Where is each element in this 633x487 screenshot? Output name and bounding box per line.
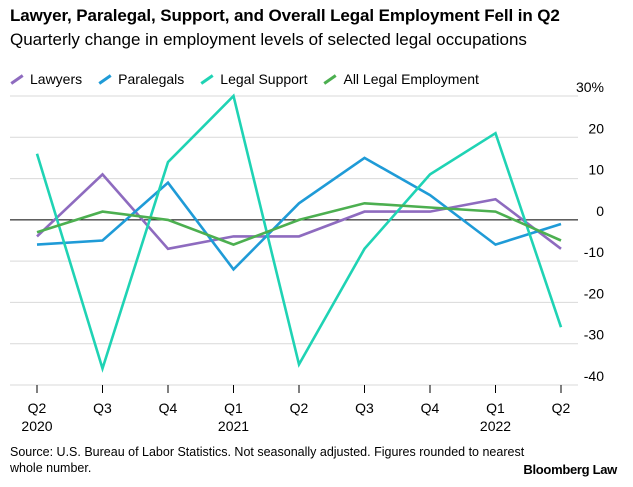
series-line-all-legal-employment <box>36 201 562 246</box>
legend-label-paralegals: Paralegals <box>118 71 185 87</box>
y-tick-label: -40 <box>584 368 604 384</box>
legend-item-all-legal-employment: All Legal Employment <box>323 71 479 87</box>
y-tick-label: 20 <box>588 120 604 136</box>
x-tick-label: Q1 <box>486 400 505 416</box>
x-tick-label: Q3 <box>355 400 374 416</box>
line-chart: 30% 20 10 0 -10 -20 -30 -40 Q2 Q3 Q4 Q1 Q2 Q3 Q4 Q1 Q2 20… <box>10 79 604 434</box>
y-tick-label: -20 <box>584 285 604 301</box>
x-tick-label: Q3 <box>93 400 112 416</box>
chart-title: Lawyer, Paralegal, Support, and Overall … <box>10 6 560 25</box>
y-tick-label: 30% <box>576 79 604 95</box>
legend-label-all-legal-employment: All Legal Employment <box>343 71 479 87</box>
legend-item-lawyers: Lawyers <box>10 71 82 87</box>
x-tick-label: Q4 <box>421 400 440 416</box>
x-tick-label: Q2 <box>552 400 571 416</box>
x-tick-label: Q4 <box>159 400 178 416</box>
y-tick-label: -10 <box>584 244 604 260</box>
series-line-paralegals <box>36 156 562 272</box>
legend-item-legal-support: Legal Support <box>200 71 307 87</box>
y-tick-label: -30 <box>584 327 604 343</box>
x-tick-label: Q1 <box>224 400 243 416</box>
legend-label-lawyers: Lawyers <box>30 71 83 87</box>
x-year-label: 2022 <box>480 418 511 434</box>
x-tick-label: Q2 <box>28 400 47 416</box>
legend-label-legal-support: Legal Support <box>220 71 308 87</box>
brand-logo: Bloomberg Law <box>523 462 617 477</box>
x-year-label: 2020 <box>21 418 52 434</box>
x-year-label: 2021 <box>218 418 249 434</box>
y-tick-label: 10 <box>588 162 604 178</box>
chart-subtitle: Quarterly change in employment levels of… <box>10 30 527 49</box>
source-note: Source: U.S. Bureau of Labor Statistics.… <box>10 445 525 475</box>
series-line-legal-support <box>35 93 563 373</box>
legend: Lawyers Paralegals Legal Support All Leg… <box>10 71 495 87</box>
x-tick-label: Q2 <box>290 400 309 416</box>
y-tick-label: 0 <box>596 203 604 219</box>
series-line-lawyers <box>36 172 562 251</box>
legend-item-paralegals: Paralegals <box>98 71 184 87</box>
